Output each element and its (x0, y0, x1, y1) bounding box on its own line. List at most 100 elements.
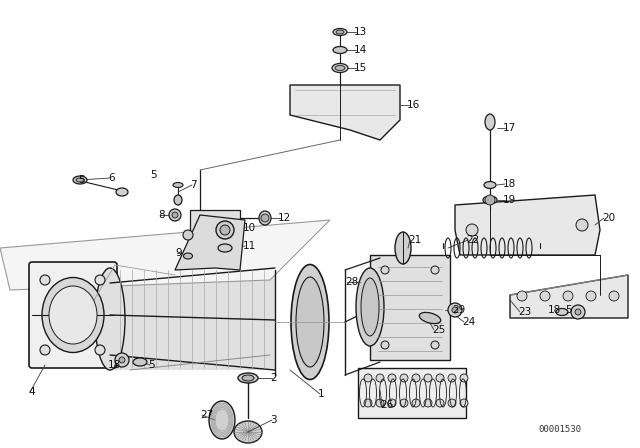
Polygon shape (175, 215, 245, 270)
Circle shape (95, 345, 105, 355)
Text: 28: 28 (345, 277, 358, 287)
Ellipse shape (395, 232, 411, 264)
Ellipse shape (335, 65, 345, 70)
Circle shape (563, 291, 573, 301)
Text: 8: 8 (158, 210, 164, 220)
Text: 00001530: 00001530 (538, 426, 582, 435)
Ellipse shape (259, 211, 271, 225)
Circle shape (586, 291, 596, 301)
Text: 5: 5 (565, 305, 572, 315)
Text: 23: 23 (518, 307, 531, 317)
Ellipse shape (76, 178, 84, 182)
Text: 17: 17 (503, 123, 516, 133)
Circle shape (436, 374, 444, 382)
Bar (358, 368, 466, 418)
Ellipse shape (172, 212, 178, 218)
Circle shape (575, 309, 581, 315)
Circle shape (460, 399, 468, 407)
Ellipse shape (73, 176, 87, 184)
Circle shape (431, 341, 439, 349)
Text: 21: 21 (408, 235, 421, 245)
Ellipse shape (234, 421, 262, 443)
Ellipse shape (556, 309, 568, 315)
Text: 13: 13 (354, 27, 367, 37)
Circle shape (388, 399, 396, 407)
Ellipse shape (361, 278, 379, 336)
Circle shape (381, 266, 389, 274)
Polygon shape (290, 85, 400, 140)
Text: 5: 5 (78, 175, 84, 185)
Ellipse shape (419, 312, 441, 323)
Circle shape (424, 374, 432, 382)
Circle shape (448, 374, 456, 382)
Circle shape (261, 214, 269, 222)
Circle shape (400, 374, 408, 382)
Circle shape (364, 399, 372, 407)
Ellipse shape (169, 209, 181, 221)
Circle shape (40, 345, 50, 355)
Circle shape (466, 224, 478, 236)
Text: 27: 27 (200, 410, 213, 420)
Bar (190, 210, 240, 232)
Circle shape (448, 303, 462, 317)
Polygon shape (510, 275, 628, 318)
Text: 18: 18 (108, 360, 121, 370)
Circle shape (119, 357, 125, 363)
Text: 20: 20 (602, 213, 615, 223)
Circle shape (540, 291, 550, 301)
Circle shape (412, 399, 420, 407)
Circle shape (400, 399, 408, 407)
Text: 25: 25 (432, 325, 445, 335)
Circle shape (40, 275, 50, 285)
Ellipse shape (291, 264, 329, 379)
Circle shape (431, 266, 439, 274)
Circle shape (424, 399, 432, 407)
Circle shape (460, 374, 468, 382)
Circle shape (571, 305, 585, 319)
Text: 4: 4 (28, 387, 35, 397)
Text: 3: 3 (270, 415, 276, 425)
Circle shape (381, 341, 389, 349)
Ellipse shape (133, 358, 147, 366)
Ellipse shape (216, 221, 234, 239)
Ellipse shape (484, 181, 496, 189)
Ellipse shape (242, 375, 254, 381)
Circle shape (452, 307, 458, 313)
Circle shape (183, 230, 193, 240)
Ellipse shape (333, 47, 347, 53)
Ellipse shape (356, 268, 384, 346)
Text: 18: 18 (548, 305, 561, 315)
Circle shape (388, 374, 396, 382)
Circle shape (576, 219, 588, 231)
Circle shape (376, 399, 384, 407)
Ellipse shape (333, 29, 347, 35)
Text: 14: 14 (354, 45, 367, 55)
Ellipse shape (218, 244, 232, 252)
Ellipse shape (483, 196, 497, 204)
Bar (110, 268, 275, 370)
Circle shape (364, 374, 372, 382)
Circle shape (436, 399, 444, 407)
Circle shape (412, 374, 420, 382)
Circle shape (376, 374, 384, 382)
Ellipse shape (485, 114, 495, 130)
Polygon shape (0, 220, 330, 290)
Text: 5: 5 (148, 360, 155, 370)
FancyBboxPatch shape (29, 262, 117, 368)
Text: 22: 22 (466, 235, 479, 245)
Polygon shape (455, 195, 600, 255)
Ellipse shape (184, 253, 193, 259)
Ellipse shape (296, 277, 324, 367)
Ellipse shape (209, 401, 235, 439)
Ellipse shape (42, 277, 104, 353)
Text: 29: 29 (452, 305, 465, 315)
Circle shape (609, 291, 619, 301)
Text: 19: 19 (503, 195, 516, 205)
Circle shape (95, 275, 105, 285)
Text: 26: 26 (380, 400, 393, 410)
Ellipse shape (220, 225, 230, 235)
Text: 7: 7 (190, 180, 196, 190)
Circle shape (115, 353, 129, 367)
Circle shape (448, 399, 456, 407)
Text: 24: 24 (462, 317, 476, 327)
